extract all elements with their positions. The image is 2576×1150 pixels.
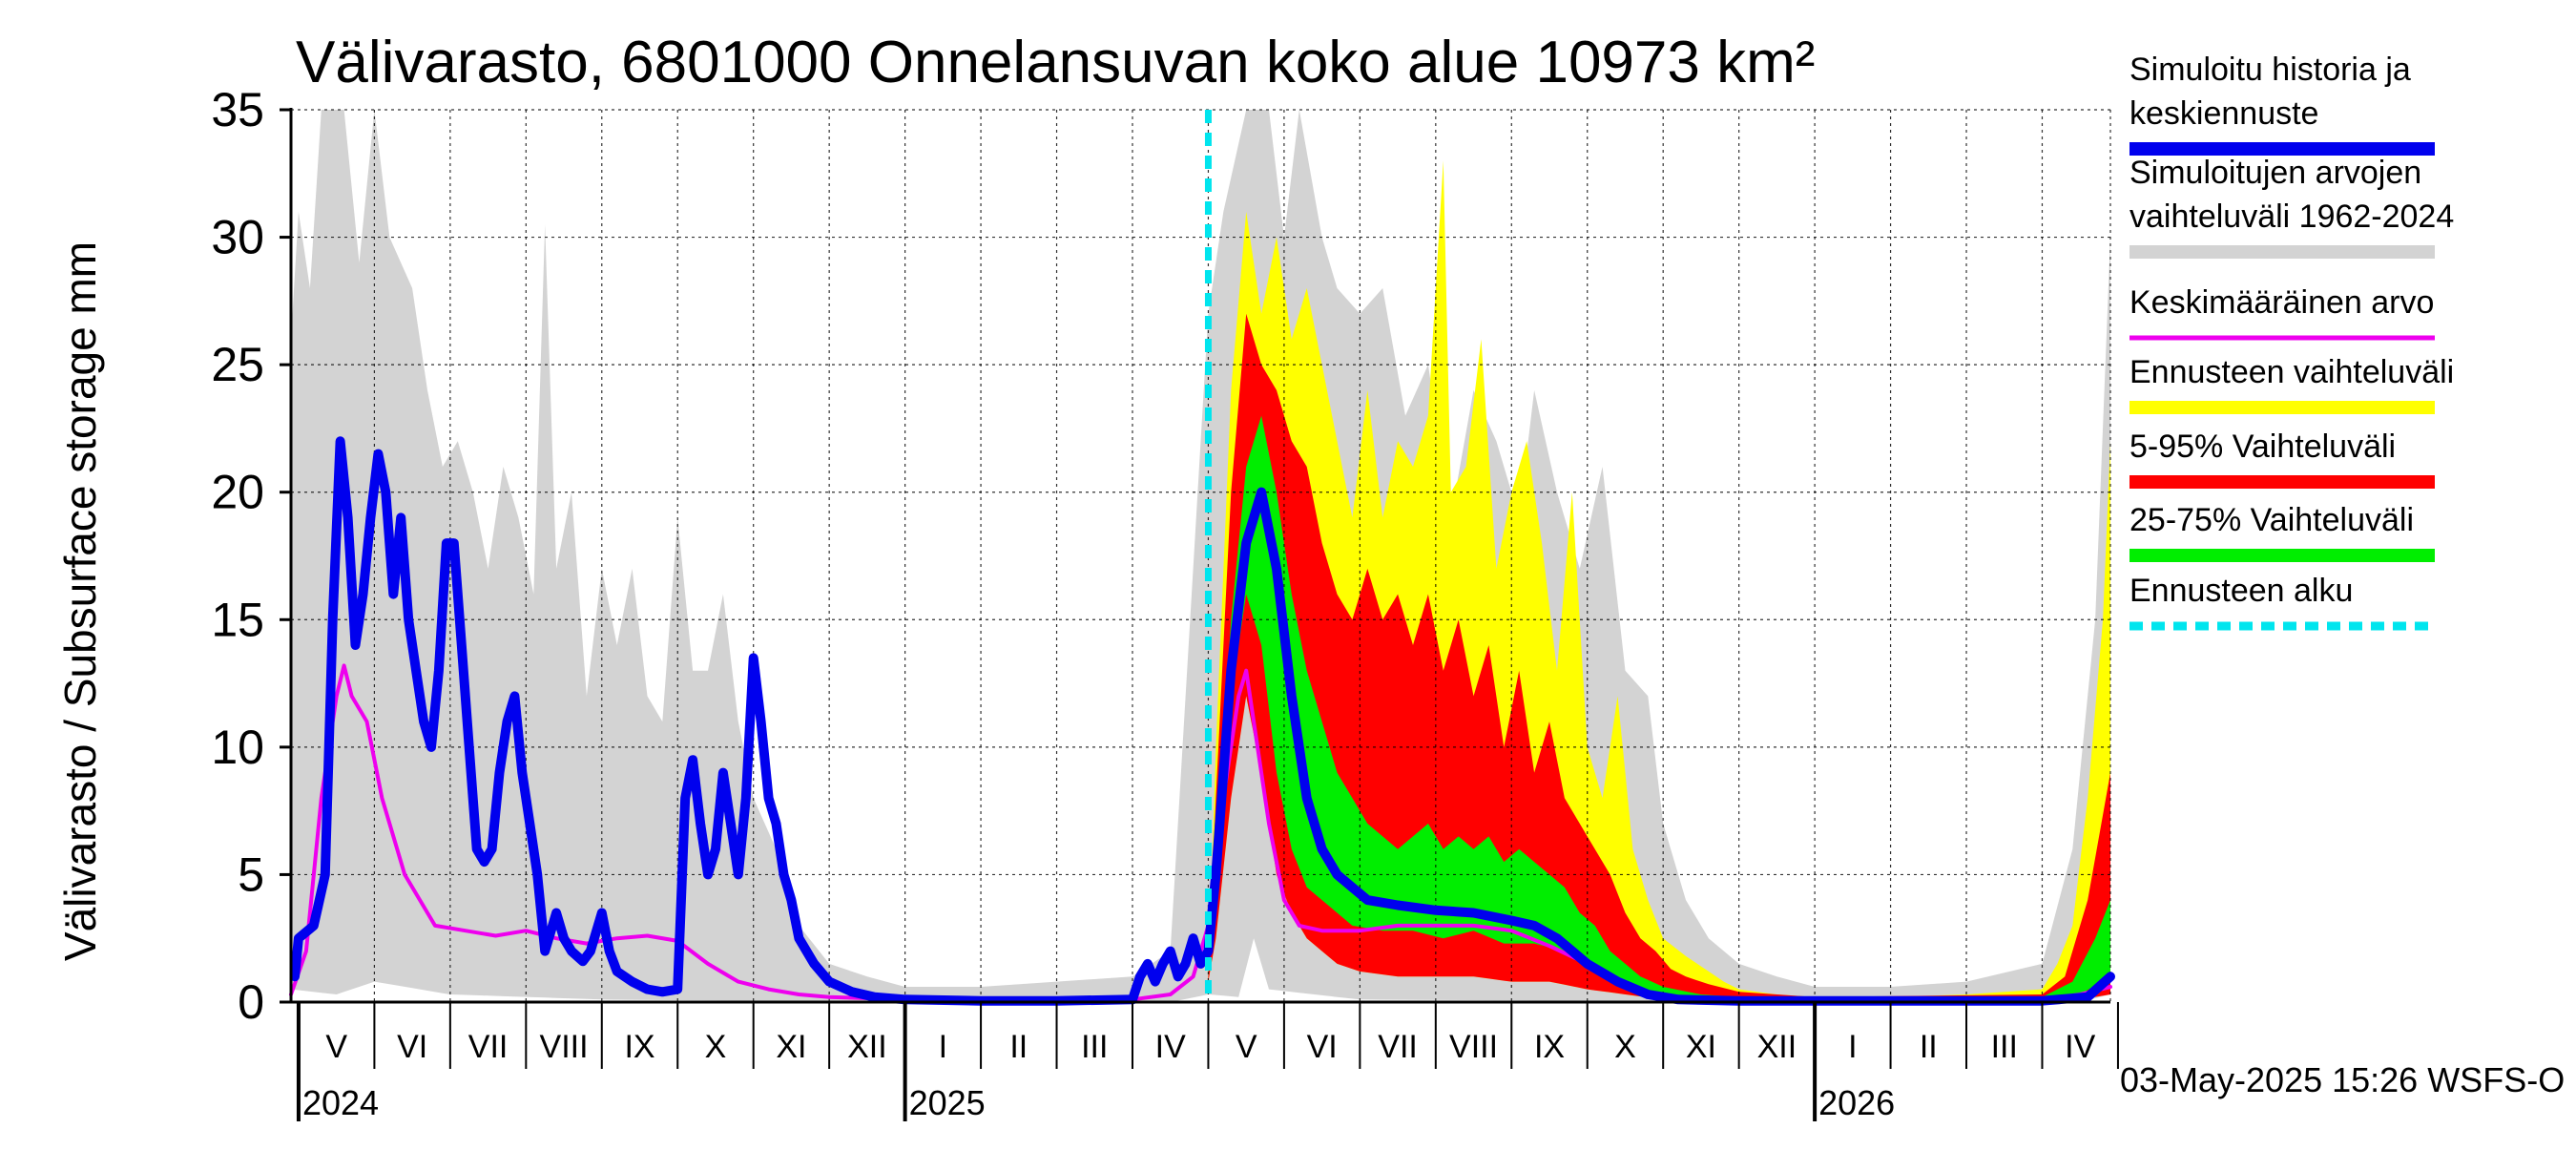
legend-label-p5_95-0: 5-95% Vaihteluväli <box>2129 429 2396 465</box>
month-label-23: IV <box>2065 1029 2095 1065</box>
month-label-16: IX <box>1534 1029 1565 1065</box>
month-label-17: X <box>1614 1029 1636 1065</box>
legend-label-p25_75-0: 25-75% Vaihteluväli <box>2129 502 2414 538</box>
y-tick-label-15: 15 <box>211 593 264 646</box>
legend-label-range-0: Simuloitujen arvojen <box>2129 155 2421 191</box>
month-label-4: IX <box>624 1029 654 1065</box>
range-band-1962-2024 <box>291 110 2110 1002</box>
month-label-19: XII <box>1757 1029 1797 1065</box>
month-label-1: VI <box>397 1029 427 1065</box>
legend-label-mean-0: Keskimääräinen arvo <box>2129 284 2434 321</box>
y-tick-label-5: 5 <box>238 847 264 901</box>
footer-timestamp: 03-May-2025 15:26 WSFS-O <box>2120 1060 2565 1099</box>
y-tick-label-35: 35 <box>211 83 264 136</box>
legend-label-range-1: vaihteluväli 1962-2024 <box>2129 199 2454 235</box>
month-label-2: VII <box>468 1029 509 1065</box>
y-tick-label-0: 0 <box>238 975 264 1029</box>
month-label-14: VII <box>1378 1029 1418 1065</box>
month-label-22: III <box>1991 1029 2018 1065</box>
band-25-75 <box>1208 415 2110 1000</box>
legend-item-p25_75: 25-75% Vaihteluväli <box>2129 502 2435 562</box>
legend-label-forecast_range-0: Ennusteen vaihteluväli <box>2129 354 2454 390</box>
legend-item-history: Simuloitu historia ja keskiennuste <box>2129 52 2435 156</box>
y-tick-label-30: 30 <box>211 211 264 264</box>
year-label-2024: 2024 <box>302 1083 379 1122</box>
y-tick-label-25: 25 <box>211 338 264 391</box>
month-label-7: XII <box>847 1029 887 1065</box>
y-tick-label-10: 10 <box>211 721 264 774</box>
legend-label-forecast_start-0: Ennusteen alku <box>2129 573 2353 609</box>
month-label-18: XI <box>1686 1029 1716 1065</box>
month-label-20: I <box>1848 1029 1857 1065</box>
history-forecast-line <box>290 436 2115 1006</box>
legend-item-range: Simuloitujen arvojen vaihteluväli 1962-20… <box>2129 155 2454 259</box>
month-label-21: II <box>1920 1029 1938 1065</box>
month-label-6: XI <box>776 1029 806 1065</box>
month-label-9: II <box>1009 1029 1028 1065</box>
month-label-5: X <box>705 1029 727 1065</box>
legend-label-history-0: Simuloitu historia ja <box>2129 52 2411 88</box>
legend-item-forecast_range: Ennusteen vaihteluväli <box>2129 354 2454 414</box>
month-label-11: IV <box>1155 1029 1186 1065</box>
month-label-0: V <box>325 1029 347 1065</box>
month-label-8: I <box>939 1029 947 1065</box>
month-label-3: VIII <box>540 1029 589 1065</box>
month-label-15: VIII <box>1449 1029 1498 1065</box>
legend-item-p5_95: 5-95% Vaihteluväli <box>2129 429 2435 489</box>
legend-item-mean: Keskimääräinen arvo <box>2129 284 2435 341</box>
legend-label-history-1: keskiennuste <box>2129 95 2318 132</box>
year-label-2025: 2025 <box>909 1083 986 1122</box>
y-tick-label-20: 20 <box>211 466 264 519</box>
month-label-10: III <box>1081 1029 1108 1065</box>
year-label-2026: 2026 <box>1818 1083 1895 1122</box>
legend-item-forecast_start: Ennusteen alku <box>2129 573 2435 631</box>
month-label-13: VI <box>1307 1029 1338 1065</box>
chart-title: Välivarasto, 6801000 Onnelansuvan koko a… <box>296 30 1815 95</box>
month-label-12: V <box>1236 1029 1257 1065</box>
band-5-95 <box>1208 313 2110 1002</box>
y-axis-label: Välivarasto / Subsurface storage mm <box>55 241 105 961</box>
